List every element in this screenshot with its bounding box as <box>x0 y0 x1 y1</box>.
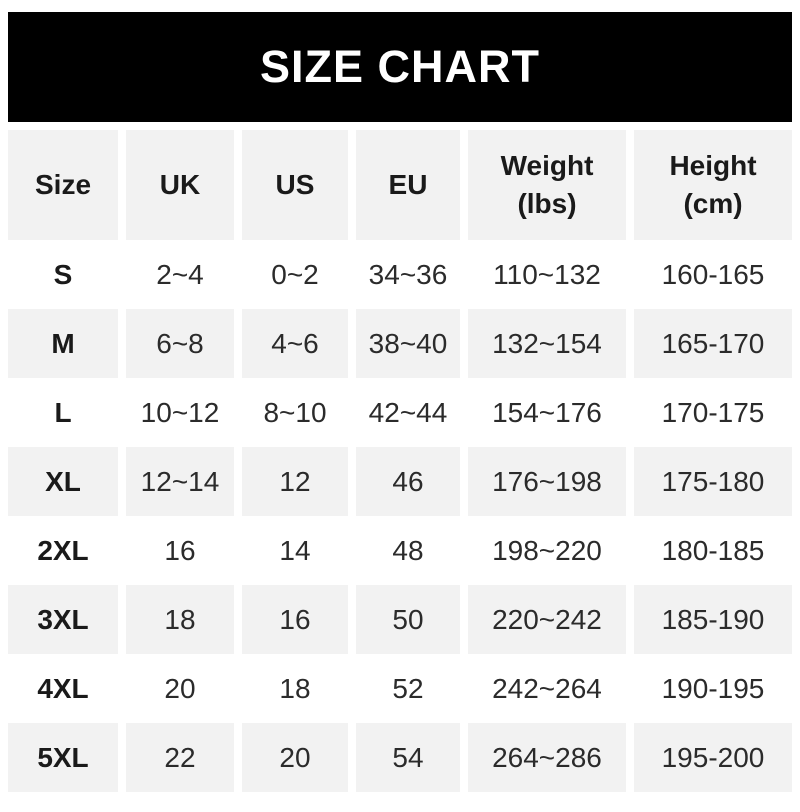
cell-weight: 220~242 <box>468 585 626 654</box>
page-title: SIZE CHART <box>260 41 540 92</box>
cell-eu: 42~44 <box>356 378 460 447</box>
cell-height: 195-200 <box>634 723 792 792</box>
cell-weight: 110~132 <box>468 240 626 309</box>
header-label-height: Height <box>669 150 757 182</box>
cell-uk: 6~8 <box>126 309 234 378</box>
cell-us: 20 <box>242 723 348 792</box>
size-chart-banner: SIZE CHART <box>8 12 792 122</box>
cell-weight: 132~154 <box>468 309 626 378</box>
table-header: Size UK US EU Weight (lbs) Height (cm) <box>8 130 792 240</box>
header-label-size: Size <box>34 169 92 201</box>
cell-uk: 18 <box>126 585 234 654</box>
table-row-m: M 6~8 4~6 38~40 132~154 165-170 <box>8 309 792 378</box>
cell-uk: 12~14 <box>126 447 234 516</box>
header-cell-us: US <box>242 130 348 240</box>
cell-size: L <box>8 378 118 447</box>
cell-size: 5XL <box>8 723 118 792</box>
cell-weight: 176~198 <box>468 447 626 516</box>
cell-weight: 242~264 <box>468 654 626 723</box>
cell-size: XL <box>8 447 118 516</box>
cell-height: 170-175 <box>634 378 792 447</box>
cell-weight: 198~220 <box>468 516 626 585</box>
table-body: S 2~4 0~2 34~36 110~132 160-165 M 6~8 4~… <box>8 240 792 792</box>
cell-eu: 54 <box>356 723 460 792</box>
cell-height: 180-185 <box>634 516 792 585</box>
cell-uk: 20 <box>126 654 234 723</box>
cell-eu: 48 <box>356 516 460 585</box>
cell-height: 185-190 <box>634 585 792 654</box>
cell-eu: 34~36 <box>356 240 460 309</box>
header-sub-weight: (lbs) <box>517 188 577 219</box>
cell-height: 190-195 <box>634 654 792 723</box>
cell-eu: 46 <box>356 447 460 516</box>
cell-us: 18 <box>242 654 348 723</box>
size-chart-table: Size UK US EU Weight (lbs) Height (cm) S 2… <box>0 130 800 792</box>
table-row-s: S 2~4 0~2 34~36 110~132 160-165 <box>8 240 792 309</box>
table-row-4xl: 4XL 20 18 52 242~264 190-195 <box>8 654 792 723</box>
cell-uk: 10~12 <box>126 378 234 447</box>
cell-size: 3XL <box>8 585 118 654</box>
header-cell-eu: EU <box>356 130 460 240</box>
cell-weight: 154~176 <box>468 378 626 447</box>
cell-size: S <box>8 240 118 309</box>
header-sub-height: (cm) <box>683 188 743 219</box>
table-row-5xl: 5XL 22 20 54 264~286 195-200 <box>8 723 792 792</box>
cell-height: 175-180 <box>634 447 792 516</box>
cell-uk: 2~4 <box>126 240 234 309</box>
cell-eu: 52 <box>356 654 460 723</box>
header-label-us: US <box>275 169 315 201</box>
header-cell-weight: Weight (lbs) <box>468 130 626 240</box>
cell-eu: 38~40 <box>356 309 460 378</box>
header-cell-height: Height (cm) <box>634 130 792 240</box>
cell-uk: 16 <box>126 516 234 585</box>
cell-us: 16 <box>242 585 348 654</box>
cell-eu: 50 <box>356 585 460 654</box>
cell-us: 0~2 <box>242 240 348 309</box>
cell-size: M <box>8 309 118 378</box>
cell-weight: 264~286 <box>468 723 626 792</box>
table-row-xl: XL 12~14 12 46 176~198 175-180 <box>8 447 792 516</box>
cell-us: 4~6 <box>242 309 348 378</box>
header-label-uk: UK <box>159 169 201 201</box>
cell-uk: 22 <box>126 723 234 792</box>
table-row-3xl: 3XL 18 16 50 220~242 185-190 <box>8 585 792 654</box>
header-cell-size: Size <box>8 130 118 240</box>
header-cell-uk: UK <box>126 130 234 240</box>
cell-size: 4XL <box>8 654 118 723</box>
header-row: Size UK US EU Weight (lbs) Height (cm) <box>8 130 792 240</box>
header-label-weight: Weight <box>500 150 594 182</box>
cell-size: 2XL <box>8 516 118 585</box>
table-row-2xl: 2XL 16 14 48 198~220 180-185 <box>8 516 792 585</box>
cell-us: 12 <box>242 447 348 516</box>
cell-us: 8~10 <box>242 378 348 447</box>
cell-height: 165-170 <box>634 309 792 378</box>
cell-us: 14 <box>242 516 348 585</box>
cell-height: 160-165 <box>634 240 792 309</box>
table-row-l: L 10~12 8~10 42~44 154~176 170-175 <box>8 378 792 447</box>
header-label-eu: EU <box>388 169 428 201</box>
